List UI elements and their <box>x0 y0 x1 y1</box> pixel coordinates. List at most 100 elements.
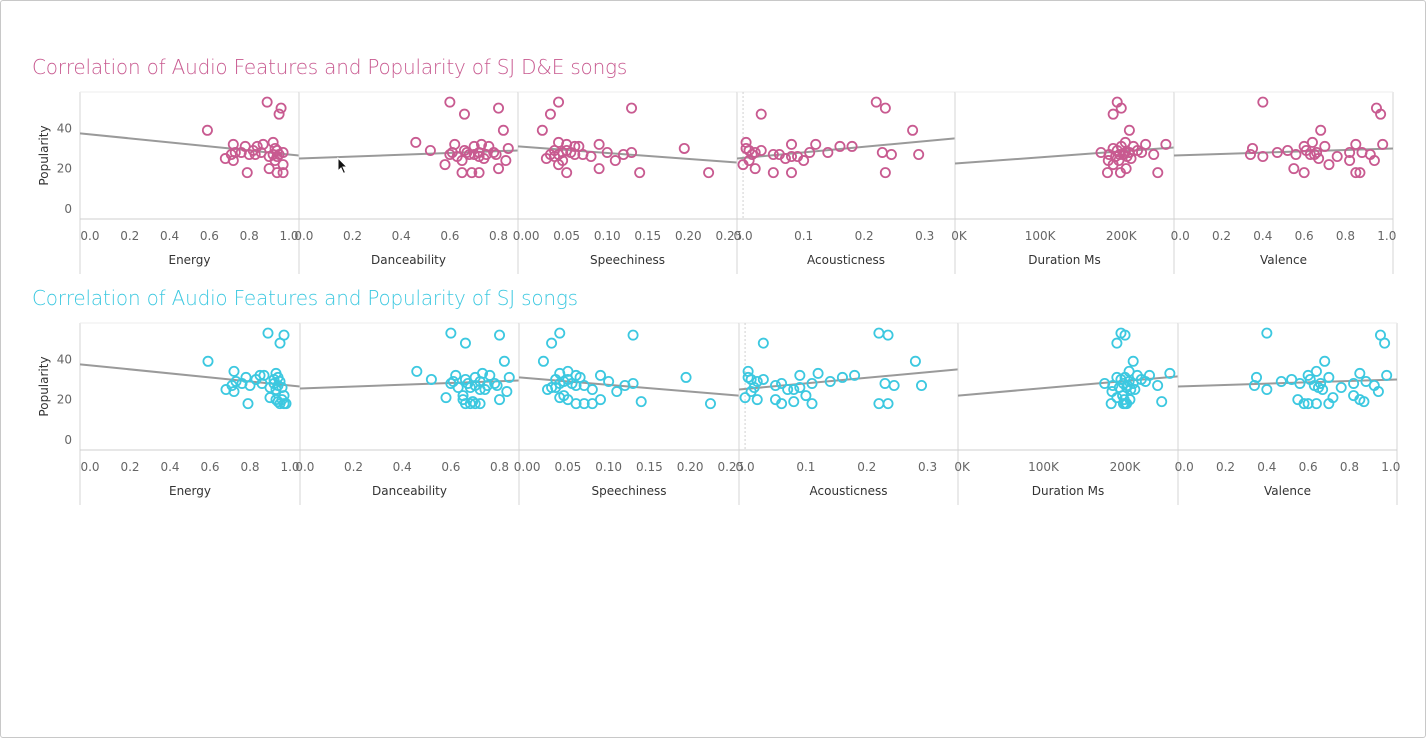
data-point <box>1335 382 1347 394</box>
x-tick-label: 0.4 <box>160 460 179 474</box>
data-point <box>271 167 283 179</box>
data-point <box>277 167 289 179</box>
data-point <box>445 327 457 339</box>
data-point <box>228 386 240 398</box>
data-point <box>411 365 423 377</box>
data-point <box>1372 386 1384 398</box>
data-point <box>849 369 861 381</box>
data-point <box>788 396 800 408</box>
data-point <box>473 167 485 179</box>
data-point <box>1103 148 1115 160</box>
data-point <box>1302 398 1314 410</box>
data-point <box>745 386 757 398</box>
data-point <box>540 153 552 165</box>
data-point <box>410 136 422 148</box>
data-point <box>757 337 769 349</box>
data-point <box>1101 167 1113 179</box>
data-point <box>1115 102 1127 114</box>
data-point <box>461 146 473 158</box>
x-tick-label: 200K <box>1110 460 1142 474</box>
data-point <box>1381 369 1393 381</box>
data-point <box>619 379 631 391</box>
x-tick-label: 0.8 <box>1340 460 1359 474</box>
data-point <box>601 146 613 158</box>
mouse-cursor-icon <box>337 157 349 175</box>
data-point <box>1111 392 1123 404</box>
data-point <box>1261 384 1273 396</box>
data-point <box>751 394 763 406</box>
data-point <box>478 153 490 165</box>
data-point <box>544 108 556 120</box>
data-point <box>241 167 253 179</box>
data-point <box>1288 163 1300 175</box>
data-point <box>242 398 254 410</box>
data-point <box>1257 151 1269 163</box>
data-point <box>501 386 513 398</box>
panel-acousticness: 0.0 0.1 0.2 0.3 Acousticness <box>736 322 958 505</box>
data-point <box>737 159 749 171</box>
data-point <box>767 148 779 160</box>
y-axis-label: Popularity <box>37 125 51 185</box>
data-point <box>273 108 285 120</box>
data-point <box>888 379 900 391</box>
data-point <box>1310 398 1322 410</box>
data-point <box>1368 155 1380 167</box>
data-point <box>806 398 818 410</box>
data-point <box>444 148 456 160</box>
x-tick-label: 0.6 <box>200 229 219 243</box>
x-tick-label: 0.1 <box>796 460 815 474</box>
data-point <box>810 138 822 150</box>
data-point <box>570 379 582 391</box>
data-point <box>585 151 597 163</box>
x-axis-label: Speechiness <box>591 484 666 498</box>
data-point <box>561 167 573 179</box>
data-point <box>786 138 798 150</box>
data-point <box>479 384 491 396</box>
data-point <box>1354 367 1366 379</box>
data-point <box>1375 108 1387 120</box>
panel-energy: 0.0 0.2 0.4 0.6 0.8 1.0 Energy <box>79 322 300 505</box>
data-point <box>913 148 925 160</box>
data-point <box>593 138 605 150</box>
data-point <box>1148 148 1160 160</box>
x-axis-label: Danceability <box>372 484 447 498</box>
data-point <box>1125 153 1137 165</box>
x-tick-label: 100K <box>1028 460 1060 474</box>
data-point <box>776 377 788 389</box>
data-point <box>635 396 647 408</box>
data-point <box>450 369 462 381</box>
data-point <box>794 369 806 381</box>
data-point <box>806 377 818 389</box>
y-tick-label: 40 <box>57 121 72 135</box>
data-point <box>1123 124 1135 136</box>
x-tick-label: 0.3 <box>918 460 937 474</box>
data-point <box>1160 138 1172 150</box>
data-point <box>542 384 554 396</box>
data-point <box>1315 124 1327 136</box>
data-point <box>1319 140 1331 152</box>
data-point <box>873 327 885 339</box>
data-point <box>452 382 464 394</box>
x-tick-label: 100K <box>1025 229 1057 243</box>
data-point <box>882 329 894 341</box>
panel-energy: 0.0 0.2 0.4 0.6 0.8 1.0 Energy <box>79 91 299 274</box>
data-point <box>909 355 921 367</box>
trend-line <box>80 132 299 157</box>
x-axis-label: Acousticness <box>807 253 885 267</box>
data-point <box>488 146 500 158</box>
data-point <box>603 375 615 387</box>
x-tick-label: 0.10 <box>595 460 622 474</box>
x-tick-label: 0.15 <box>636 460 663 474</box>
data-point <box>553 96 565 108</box>
data-point <box>244 379 256 391</box>
data-point <box>836 371 848 383</box>
x-tick-label: 1.0 <box>280 460 299 474</box>
x-tick-label: 0.0 <box>295 460 314 474</box>
panel-valence: 0.0 0.2 0.4 0.6 0.8 1.0 Valence <box>1175 322 1400 505</box>
data-point <box>262 327 274 339</box>
data-point <box>1323 371 1335 383</box>
x-tick-label: 0.8 <box>490 460 509 474</box>
data-point <box>456 155 468 167</box>
